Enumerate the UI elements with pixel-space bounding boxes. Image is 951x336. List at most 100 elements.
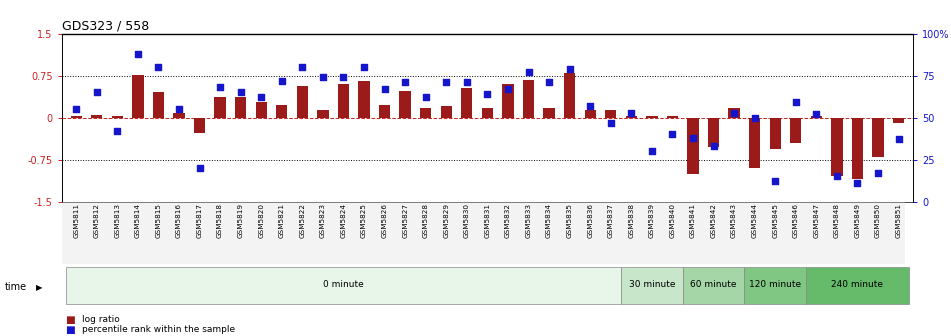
Text: ■: ■	[65, 325, 74, 335]
Bar	[338, 84, 349, 118]
Text: GSM5838: GSM5838	[629, 203, 634, 238]
Point	[295, 65, 310, 70]
Bar	[708, 118, 719, 147]
Point	[665, 132, 680, 137]
Point	[171, 107, 186, 112]
Point	[891, 137, 906, 142]
Text: log ratio: log ratio	[82, 316, 120, 324]
Bar	[523, 80, 534, 118]
Bar	[585, 110, 596, 118]
Text: time: time	[5, 282, 27, 292]
Point	[767, 179, 783, 184]
Text: GSM5821: GSM5821	[279, 203, 284, 238]
Point	[788, 100, 804, 105]
Text: GSM5836: GSM5836	[587, 203, 593, 238]
Point	[212, 85, 227, 90]
Bar	[564, 73, 575, 118]
Bar	[440, 107, 452, 118]
Bar	[378, 105, 390, 118]
Bar	[91, 115, 103, 118]
Text: ■: ■	[65, 315, 74, 325]
Bar	[194, 118, 205, 133]
Text: GSM5816: GSM5816	[176, 203, 182, 238]
Bar	[420, 108, 432, 118]
Point	[377, 86, 392, 92]
Text: GSM5830: GSM5830	[464, 203, 470, 238]
Point	[562, 66, 577, 72]
Bar	[749, 118, 760, 168]
Text: GSM5815: GSM5815	[155, 203, 162, 238]
Text: GSM5844: GSM5844	[751, 203, 758, 238]
Bar	[647, 116, 657, 118]
Text: GSM5837: GSM5837	[608, 203, 613, 238]
Point	[254, 95, 269, 100]
Bar	[153, 92, 165, 118]
Text: GSM5845: GSM5845	[772, 203, 778, 238]
Point	[850, 180, 865, 186]
Point	[500, 86, 515, 92]
Text: 60 minute: 60 minute	[690, 280, 737, 289]
Bar	[667, 117, 678, 118]
Text: 240 minute: 240 minute	[831, 280, 883, 289]
Bar	[893, 118, 904, 123]
Text: GSM5818: GSM5818	[217, 203, 223, 238]
Text: GSM5834: GSM5834	[546, 203, 553, 238]
Text: GSM5846: GSM5846	[793, 203, 799, 238]
Bar	[173, 113, 184, 118]
Point	[357, 65, 372, 70]
Text: GSM5822: GSM5822	[300, 203, 305, 238]
Text: GSM5850: GSM5850	[875, 203, 881, 238]
Bar	[70, 117, 82, 118]
Text: GSM5833: GSM5833	[526, 203, 532, 238]
Text: GSM5839: GSM5839	[649, 203, 655, 238]
Text: 120 minute: 120 minute	[749, 280, 802, 289]
Text: GSM5828: GSM5828	[422, 203, 429, 238]
Point	[398, 80, 413, 85]
Bar	[399, 91, 411, 118]
Bar	[543, 108, 554, 118]
Text: GSM5835: GSM5835	[567, 203, 573, 238]
Point	[336, 75, 351, 80]
Bar	[359, 81, 370, 118]
Point	[479, 91, 495, 97]
Point	[68, 107, 84, 112]
Point	[706, 143, 721, 149]
Text: GSM5842: GSM5842	[710, 203, 716, 238]
Text: percentile rank within the sample: percentile rank within the sample	[82, 326, 235, 334]
Point	[192, 165, 207, 171]
Point	[459, 80, 475, 85]
Point	[233, 90, 248, 95]
Point	[316, 75, 331, 80]
Point	[583, 103, 598, 109]
Point	[870, 170, 885, 176]
Bar	[688, 118, 699, 174]
Bar	[276, 105, 287, 118]
Point	[603, 120, 618, 125]
Bar	[235, 97, 246, 118]
Bar	[769, 118, 781, 149]
Text: 30 minute: 30 minute	[629, 280, 675, 289]
Point	[808, 112, 824, 117]
Point	[747, 115, 763, 120]
FancyBboxPatch shape	[66, 267, 621, 304]
Point	[274, 78, 289, 83]
Text: GSM5847: GSM5847	[813, 203, 820, 238]
Text: ▶: ▶	[36, 284, 43, 292]
Point	[644, 149, 659, 154]
Text: GSM5832: GSM5832	[505, 203, 511, 238]
FancyBboxPatch shape	[621, 267, 683, 304]
Bar	[297, 86, 308, 118]
Text: GSM5831: GSM5831	[484, 203, 491, 238]
Text: GSM5840: GSM5840	[670, 203, 675, 238]
Bar	[502, 84, 514, 118]
Point	[89, 90, 105, 95]
Text: GSM5848: GSM5848	[834, 203, 840, 238]
Text: 0 minute: 0 minute	[323, 280, 364, 289]
Text: GSM5812: GSM5812	[94, 203, 100, 238]
Point	[151, 65, 166, 70]
Bar	[215, 97, 225, 118]
Bar	[482, 108, 493, 118]
Point	[624, 110, 639, 115]
Bar	[605, 110, 616, 118]
FancyBboxPatch shape	[806, 267, 909, 304]
